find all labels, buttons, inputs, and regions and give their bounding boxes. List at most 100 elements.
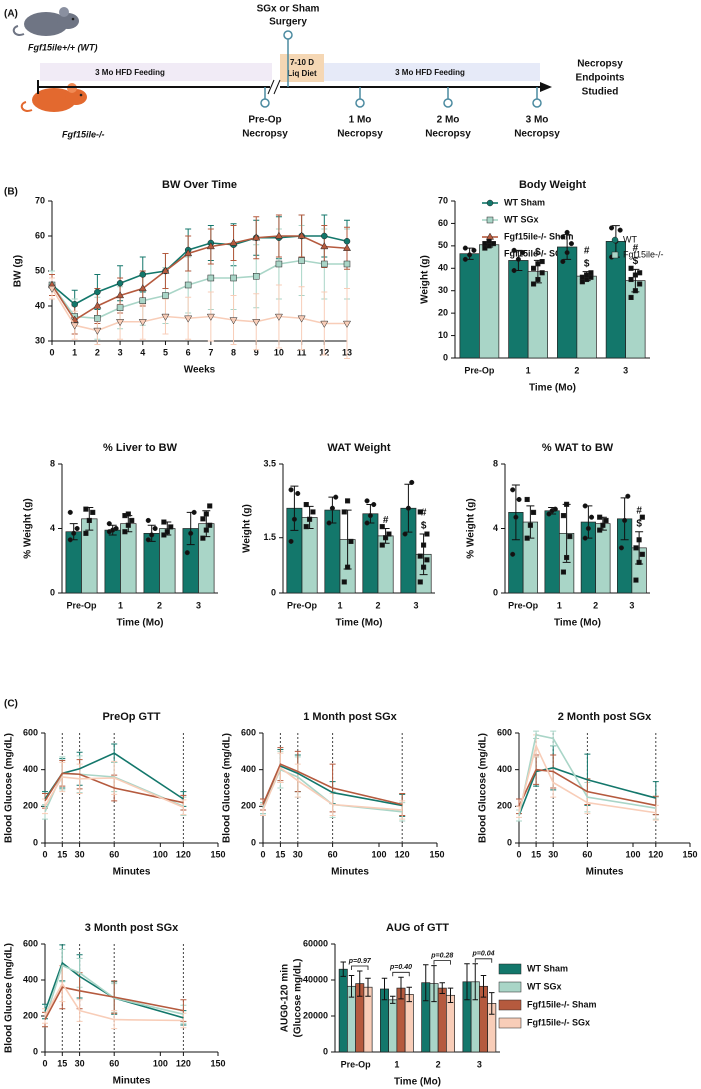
x-tick-label: 7 xyxy=(208,347,213,357)
marker xyxy=(288,538,294,544)
marker xyxy=(152,525,158,532)
error-bar xyxy=(365,977,371,997)
y-axis-label: (Glucose mg/dL) xyxy=(293,959,304,1038)
y-tick-label: 0 xyxy=(507,837,512,847)
marker xyxy=(184,281,192,289)
legend-swatch xyxy=(498,999,522,1011)
marker xyxy=(568,241,574,247)
marker xyxy=(90,509,96,515)
y-axis-label: Weight (g) xyxy=(420,255,431,304)
phase-box xyxy=(324,63,540,81)
series-line xyxy=(44,772,184,804)
x-tick-label: 2 xyxy=(157,600,162,610)
marker xyxy=(342,243,352,251)
marker xyxy=(511,247,517,253)
marker xyxy=(138,284,147,292)
x-tick-label: 11 xyxy=(297,347,307,357)
bar xyxy=(459,253,480,359)
marker xyxy=(513,514,519,520)
marker xyxy=(162,292,169,299)
marker xyxy=(585,525,591,532)
error-bar xyxy=(447,987,454,1003)
marker xyxy=(486,243,492,249)
marker xyxy=(71,530,77,536)
y-tick-label: 0 xyxy=(33,837,38,847)
y-tick-label: 4 xyxy=(50,523,55,533)
marker xyxy=(636,537,642,543)
x-tick-label: 15 xyxy=(57,849,67,859)
significance-label: # xyxy=(421,508,427,519)
y-tick-label: 600 xyxy=(23,938,38,948)
x-tick-label: 6 xyxy=(186,347,191,357)
bar xyxy=(363,986,373,1053)
x-tick-label: 5 xyxy=(163,347,168,357)
marker xyxy=(611,236,619,244)
x-tick-label: 1 xyxy=(557,600,562,610)
marker xyxy=(321,232,328,240)
x-tick-label: 100 xyxy=(153,849,168,859)
marker xyxy=(145,537,151,543)
y-axis-label: % Weight (g) xyxy=(466,498,477,558)
significance-label: $ xyxy=(636,518,642,529)
p-value-label: p=0.40 xyxy=(389,964,412,971)
marker xyxy=(116,280,124,287)
x-tick-label: Pre-Op xyxy=(508,600,539,610)
marker xyxy=(636,559,642,565)
x-tick-label: 3 xyxy=(196,600,201,610)
marker xyxy=(579,279,585,285)
marker xyxy=(539,259,545,265)
chart-title: 3 Month post SGx xyxy=(85,922,179,934)
error-bar xyxy=(406,986,412,1003)
panel-label: (C) xyxy=(4,699,18,710)
legend-label: WT Sham xyxy=(527,963,568,973)
x-tick-label: 150 xyxy=(429,849,444,859)
x-tick-label: 0 xyxy=(49,347,54,357)
marker xyxy=(321,260,328,268)
y-tick-label: 60 xyxy=(35,230,45,240)
x-tick-label: 3 xyxy=(477,1059,482,1069)
legend-swatch xyxy=(498,963,522,975)
series-line xyxy=(51,235,348,322)
marker xyxy=(252,319,261,327)
x-axis-label: Weeks xyxy=(184,365,216,376)
y-tick-label: 30 xyxy=(438,285,448,295)
series-line xyxy=(518,743,656,814)
necropsy-label: Necropsy xyxy=(337,129,383,140)
marker xyxy=(343,260,351,268)
marker xyxy=(510,487,516,493)
marker xyxy=(639,514,645,520)
y-axis-label: BW (g) xyxy=(13,255,24,287)
y-tick-label: 30 xyxy=(35,335,45,345)
y-tick-label: 400 xyxy=(23,764,38,774)
surgery-label: Surgery xyxy=(269,17,307,28)
x-tick-label: 15 xyxy=(57,1058,67,1068)
chart-title: AUG of GTT xyxy=(386,922,449,934)
marker xyxy=(164,529,170,535)
x-tick-label: 150 xyxy=(210,1058,225,1068)
axis-break xyxy=(273,79,281,95)
bar xyxy=(576,275,597,359)
marker xyxy=(86,517,92,523)
x-axis-label: Minutes xyxy=(586,867,624,878)
marker xyxy=(539,270,545,276)
marker xyxy=(116,291,125,299)
marker xyxy=(567,534,573,540)
marker xyxy=(329,505,335,511)
bar xyxy=(104,529,121,594)
marker xyxy=(341,579,347,585)
marker xyxy=(588,270,594,276)
marker xyxy=(597,527,603,533)
marker xyxy=(93,301,102,309)
axis-break xyxy=(270,80,280,94)
marker xyxy=(611,251,619,259)
x-tick-label: 1 xyxy=(118,600,123,610)
marker xyxy=(367,513,373,519)
x-tick-label: 30 xyxy=(548,849,558,859)
marker xyxy=(589,514,595,520)
marker xyxy=(161,519,167,525)
x-tick-label: 120 xyxy=(648,849,663,859)
marker xyxy=(275,260,283,268)
error-bar xyxy=(439,982,445,994)
marker xyxy=(600,522,606,528)
marker xyxy=(637,270,643,276)
